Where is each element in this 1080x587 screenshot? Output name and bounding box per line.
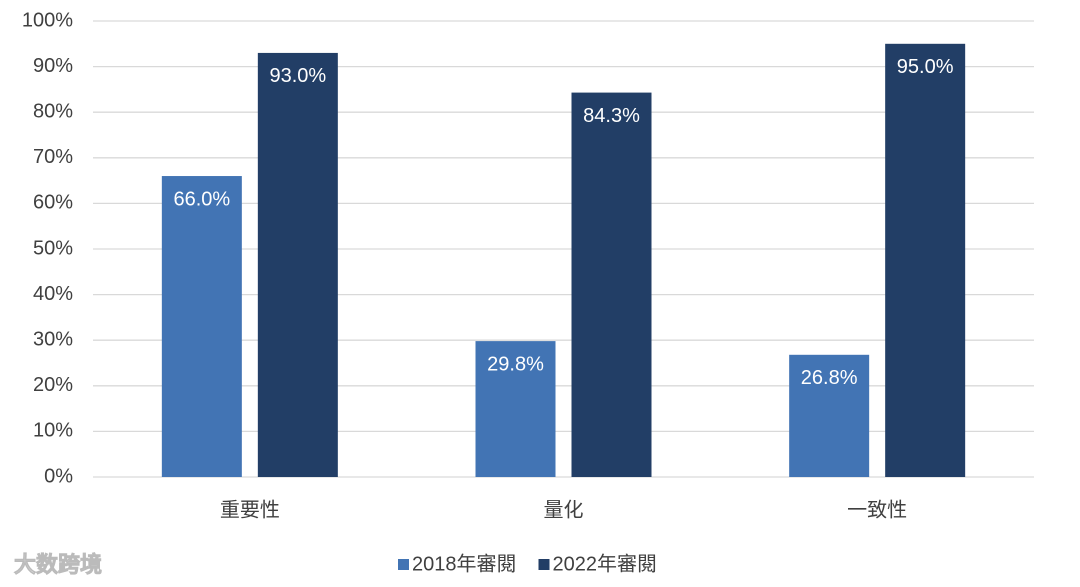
watermark: 大数跨境 bbox=[14, 552, 102, 577]
y-tick-label: 50% bbox=[33, 237, 73, 259]
bar bbox=[257, 52, 338, 478]
bar bbox=[475, 341, 556, 477]
bar bbox=[161, 176, 242, 478]
data-label: 84.3% bbox=[583, 105, 640, 127]
y-tick-label: 40% bbox=[33, 283, 73, 305]
legend-swatch bbox=[398, 559, 409, 570]
bar bbox=[885, 43, 966, 478]
bar bbox=[789, 354, 870, 477]
y-tick-label: 20% bbox=[33, 374, 73, 396]
y-tick-label: 30% bbox=[33, 328, 73, 350]
y-tick-label: 0% bbox=[44, 465, 73, 487]
legend-label: 2018年審閱 bbox=[412, 552, 517, 575]
y-tick-label: 100% bbox=[22, 9, 73, 31]
x-tick-label: 重要性 bbox=[220, 498, 280, 521]
x-tick-label: 量化 bbox=[544, 498, 584, 521]
data-label: 29.8% bbox=[487, 353, 544, 375]
bar bbox=[571, 92, 652, 477]
y-tick-label: 60% bbox=[33, 192, 73, 214]
data-label: 93.0% bbox=[269, 65, 326, 87]
y-tick-label: 10% bbox=[33, 420, 73, 442]
data-label: 95.0% bbox=[897, 56, 954, 78]
legend-swatch bbox=[538, 559, 550, 570]
data-label: 66.0% bbox=[173, 188, 230, 210]
y-tick-label: 80% bbox=[33, 100, 73, 122]
legend-label: 2022年審閱 bbox=[553, 552, 658, 575]
x-tick-label: 一致性 bbox=[847, 498, 907, 521]
y-tick-label: 90% bbox=[33, 55, 73, 77]
data-label: 26.8% bbox=[801, 367, 858, 389]
y-tick-label: 70% bbox=[33, 146, 73, 168]
